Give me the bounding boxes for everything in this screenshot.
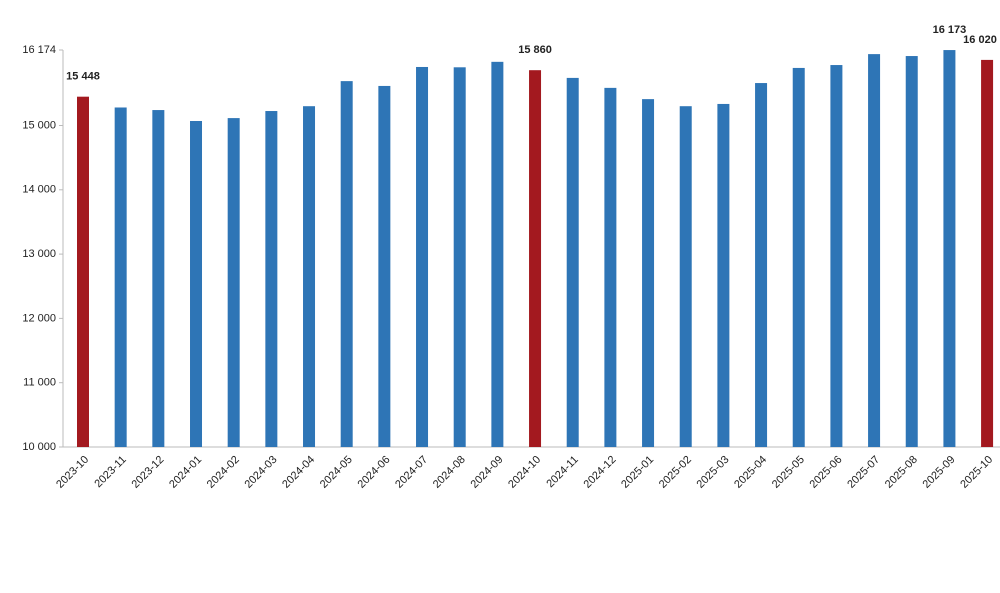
bar — [77, 96, 89, 447]
bar — [717, 103, 730, 447]
value-label: 16 173 — [933, 24, 967, 36]
value-label: 16 020 — [963, 34, 997, 46]
y-tick-label: 14 000 — [22, 184, 56, 196]
x-tick-label: 2025-01 — [619, 454, 656, 491]
x-tick-label: 2024-09 — [469, 454, 506, 491]
x-tick-label: 2024-04 — [280, 454, 317, 491]
x-tick-label: 2024-11 — [544, 454, 580, 490]
bar — [114, 107, 127, 448]
bar — [152, 110, 165, 447]
x-tick-label: 2025-02 — [657, 454, 694, 491]
bar — [679, 106, 692, 448]
bar — [529, 70, 542, 448]
x-tick-label: 2023-12 — [129, 454, 166, 491]
x-tick-label: 2025-07 — [845, 454, 882, 491]
x-tick-label: 2025-06 — [808, 454, 845, 491]
x-tick-label: 2025-05 — [770, 454, 807, 491]
bar — [830, 65, 843, 448]
x-tick-label: 2025-03 — [695, 454, 732, 491]
bar — [453, 67, 466, 447]
y-tick-label: 16 174 — [22, 44, 56, 56]
bar — [227, 118, 240, 447]
x-tick-label: 2025-04 — [732, 454, 769, 491]
bar — [566, 77, 579, 447]
y-tick-label: 12 000 — [22, 312, 56, 324]
bar — [604, 87, 617, 447]
x-tick-label: 2024-02 — [205, 454, 242, 491]
bar — [755, 83, 768, 448]
x-tick-label: 2025-10 — [958, 454, 995, 491]
value-label: 15 448 — [66, 71, 100, 83]
bar — [491, 61, 504, 448]
x-tick-label: 2025-08 — [883, 454, 920, 491]
bar — [981, 59, 994, 447]
x-tick-label: 2024-05 — [318, 454, 355, 491]
bar — [190, 120, 203, 447]
bar — [792, 67, 805, 447]
bar — [340, 81, 353, 447]
x-tick-label: 2024-07 — [393, 454, 430, 491]
bar — [642, 99, 655, 448]
x-tick-label: 2023-11 — [92, 454, 128, 490]
x-tick-label: 2024-12 — [582, 454, 619, 491]
bar — [378, 85, 391, 448]
bar — [868, 54, 881, 447]
x-tick-label: 2025-09 — [921, 454, 958, 491]
x-tick-label: 2024-01 — [167, 454, 204, 491]
x-tick-label: 2024-03 — [242, 454, 279, 491]
x-tick-label: 2023-10 — [54, 454, 91, 491]
bar — [905, 56, 918, 448]
y-tick-label: 10 000 — [22, 441, 56, 453]
bar — [303, 106, 316, 448]
bar — [416, 66, 429, 447]
x-tick-label: 2024-06 — [356, 454, 393, 491]
value-label: 15 860 — [518, 44, 552, 56]
y-tick-label: 15 000 — [22, 119, 56, 131]
x-tick-label: 2024-10 — [506, 454, 543, 491]
y-tick-label: 13 000 — [22, 248, 56, 260]
bar — [943, 50, 956, 447]
x-tick-label: 2024-08 — [431, 454, 468, 491]
bar — [265, 111, 278, 447]
y-tick-label: 11 000 — [23, 377, 56, 389]
